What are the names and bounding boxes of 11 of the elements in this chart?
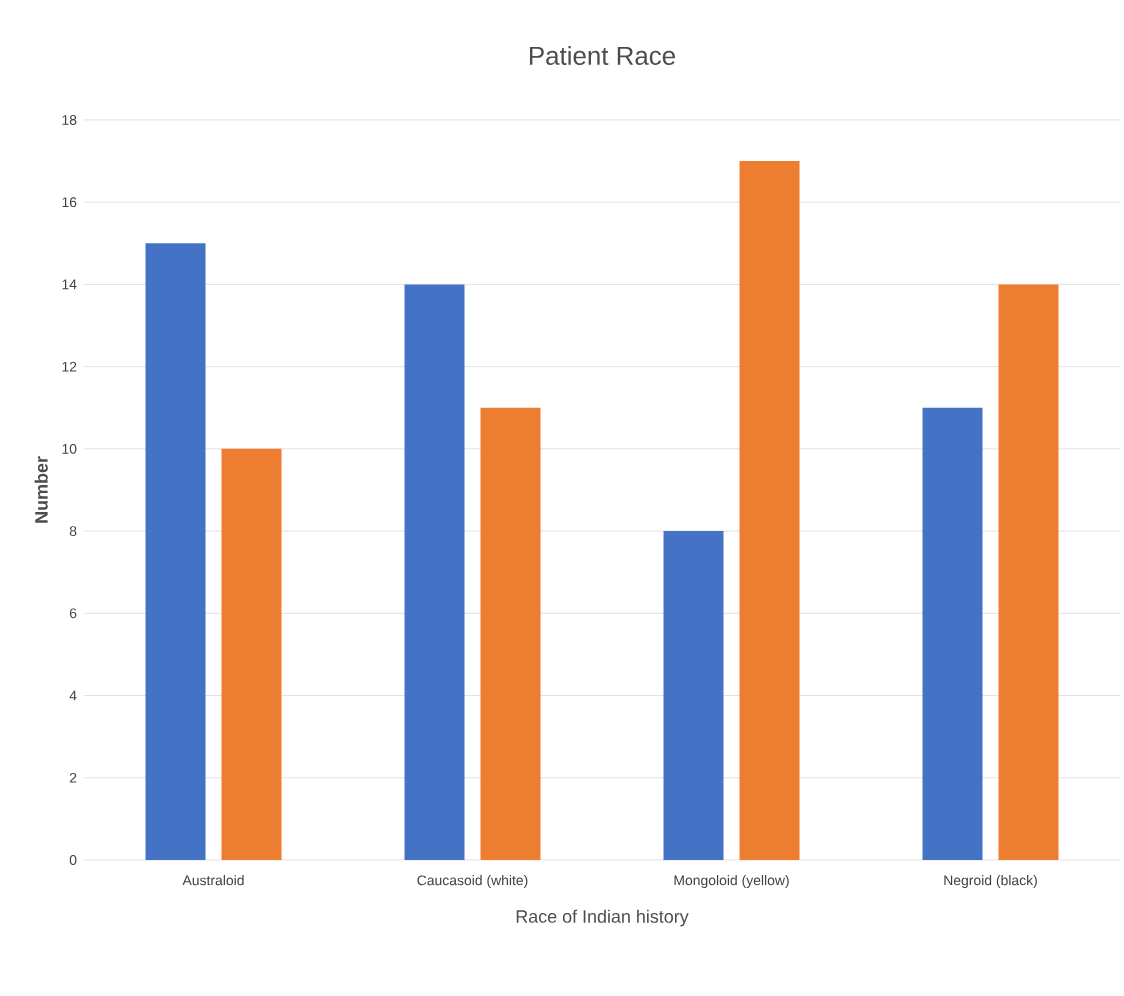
bar [739, 161, 800, 860]
bar [404, 284, 465, 860]
bar [998, 284, 1059, 860]
bar [145, 243, 206, 860]
y-axis-title: Number [34, 456, 48, 523]
bar [480, 407, 541, 860]
bar [663, 531, 724, 860]
bar [221, 448, 282, 860]
bar [922, 407, 983, 860]
x-axis-title: Race of Indian history [516, 909, 689, 927]
chart-title: Patient Race [529, 45, 675, 65]
